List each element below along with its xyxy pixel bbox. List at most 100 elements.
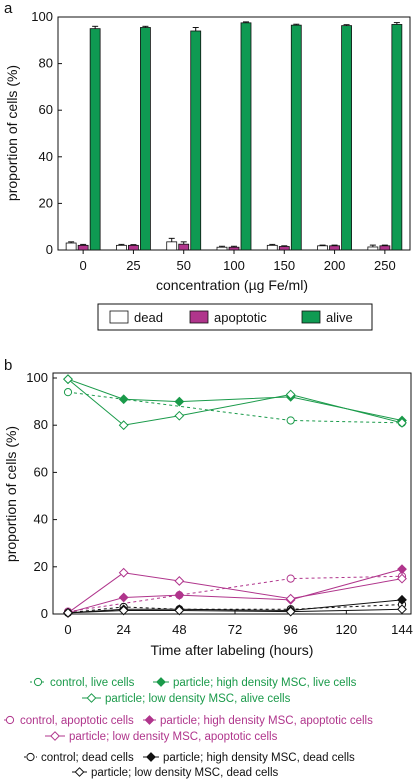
series-marker-5 (118, 567, 129, 578)
panel-b: b 0 20 40 60 80 100 0 24 48 72 96 120 144 proportio… (3, 357, 413, 779)
x-tick-label: 250 (374, 258, 396, 273)
series-marker-1 (174, 396, 185, 407)
bar-alive (190, 30, 202, 251)
series-marker-4 (118, 592, 129, 603)
legend-marker-4 (144, 715, 155, 725)
bar-alive (140, 27, 151, 251)
series-marker-0 (63, 388, 73, 397)
panel-b-x-ticks: 0 24 48 72 96 120 144 (64, 610, 413, 637)
bar-apoptotic (329, 245, 340, 251)
panel-a-y-axis-title: proportion of cells (%) (4, 65, 20, 201)
bar-apoptotic (178, 243, 190, 251)
bar-alive (391, 24, 403, 251)
panel-a: a 0 20 40 60 80 100 0 25 50 100 150 200 250 proport… (4, 0, 411, 331)
bar-dead (166, 241, 178, 251)
series-marker-1 (118, 394, 129, 405)
y-tick-label: 20 (34, 559, 48, 574)
y-tick-label: 0 (46, 242, 53, 257)
panel-a-plot-frame (57, 16, 411, 251)
bar-alive (290, 24, 302, 251)
y-tick-label: 100 (26, 370, 48, 385)
y-tick-label: 20 (39, 195, 53, 210)
legend-label-0: control, live cells (50, 677, 135, 689)
x-tick-label: 24 (116, 622, 130, 637)
panel-a-legend: dead apoptotic alive (97, 303, 373, 331)
x-tick-label: 72 (228, 622, 242, 637)
legend-marker-6 (26, 752, 35, 762)
series-line-2 (67, 378, 403, 426)
bar-apoptotic (228, 246, 240, 251)
panel-b-label: b (4, 357, 12, 374)
bar-alive (341, 25, 352, 251)
legend-swatch-apoptotic (189, 310, 209, 324)
bar-apoptotic (278, 246, 290, 251)
legend-marker-1 (156, 677, 166, 687)
legend-swatch-dead (109, 310, 129, 324)
series-marker-8 (285, 606, 296, 617)
bar-dead (65, 242, 77, 251)
legend-marker-3 (5, 715, 15, 725)
legend-marker-2 (86, 693, 97, 703)
bar-dead (216, 246, 228, 251)
x-tick-label: 120 (335, 622, 357, 637)
series-marker-8 (397, 604, 407, 615)
x-tick-label: 200 (324, 258, 346, 273)
y-tick-label: 80 (39, 56, 53, 71)
series-marker-4 (174, 590, 185, 601)
legend-label-apoptotic: apoptotic (214, 310, 267, 325)
panel-a-label: a (4, 0, 13, 17)
panel-b-legend: control, live cells particle; high densit… (4, 677, 373, 779)
bar-alive (89, 28, 101, 251)
x-tick-label: 96 (283, 622, 297, 637)
legend-label-dead: dead (134, 310, 163, 325)
x-tick-label: 144 (391, 622, 413, 637)
panel-b-series (63, 374, 407, 618)
legend-marker-5 (50, 731, 60, 741)
legend-label-1: particle; high density MSC, live cells (173, 677, 357, 689)
series-marker-8 (63, 607, 73, 618)
legend-label-4: particle; high density MSC, apoptotic ce… (160, 715, 373, 727)
legend-marker-7 (146, 752, 156, 762)
series-marker-2 (397, 417, 407, 428)
panel-b-y-ticks: 0 20 40 60 80 100 (26, 370, 57, 621)
panel-b-plot-frame (52, 372, 412, 615)
panel-a-legend-box (97, 303, 373, 331)
series-marker-8 (118, 605, 129, 616)
legend-label-alive: alive (326, 310, 353, 325)
panel-a-x-ticks: 0 25 50 100 150 200 250 (80, 250, 396, 273)
panel-b-y-axis-title: proportion of cells (%) (3, 426, 19, 562)
panel-b-x-axis-title: Time after labeling (hours) (151, 642, 314, 658)
legend-marker-0 (33, 677, 43, 687)
x-tick-label: 25 (126, 258, 140, 273)
x-tick-label: 50 (176, 258, 190, 273)
y-tick-label: 100 (31, 9, 53, 24)
series-marker-3 (286, 574, 295, 583)
series-marker-8 (174, 605, 185, 616)
bar-apoptotic (77, 244, 89, 251)
bar-apoptotic (379, 245, 391, 251)
series-marker-5 (397, 573, 407, 584)
series-marker-5 (174, 576, 185, 586)
panel-a-y-ticks: 0 20 40 60 80 100 (31, 9, 62, 257)
legend-label-6: control; dead cells (41, 752, 134, 764)
bar-dead (317, 245, 328, 251)
bar-dead (266, 244, 278, 251)
series-marker-2 (285, 389, 296, 400)
series-marker-2 (118, 420, 129, 431)
legend-label-7: particle; high density MSC, dead cells (163, 752, 355, 764)
x-tick-label: 0 (64, 622, 71, 637)
series-marker-0 (286, 416, 295, 425)
x-tick-label: 48 (172, 622, 186, 637)
y-tick-label: 0 (41, 606, 48, 621)
panel-a-bars (65, 21, 403, 251)
legend-label-5: particle; low density MSC, apoptotic cel… (69, 731, 278, 743)
legend-label-2: particle; low density MSC, alive cells (105, 693, 291, 705)
y-tick-label: 60 (39, 102, 53, 117)
bar-dead (116, 244, 127, 251)
series-marker-7 (397, 594, 407, 605)
legend-label-3: control, apoptotic cells (20, 715, 134, 727)
panel-a-x-axis-title: concentration (µg Fe/ml) (156, 277, 308, 293)
series-marker-2 (63, 374, 73, 385)
series-marker-5 (285, 593, 296, 604)
